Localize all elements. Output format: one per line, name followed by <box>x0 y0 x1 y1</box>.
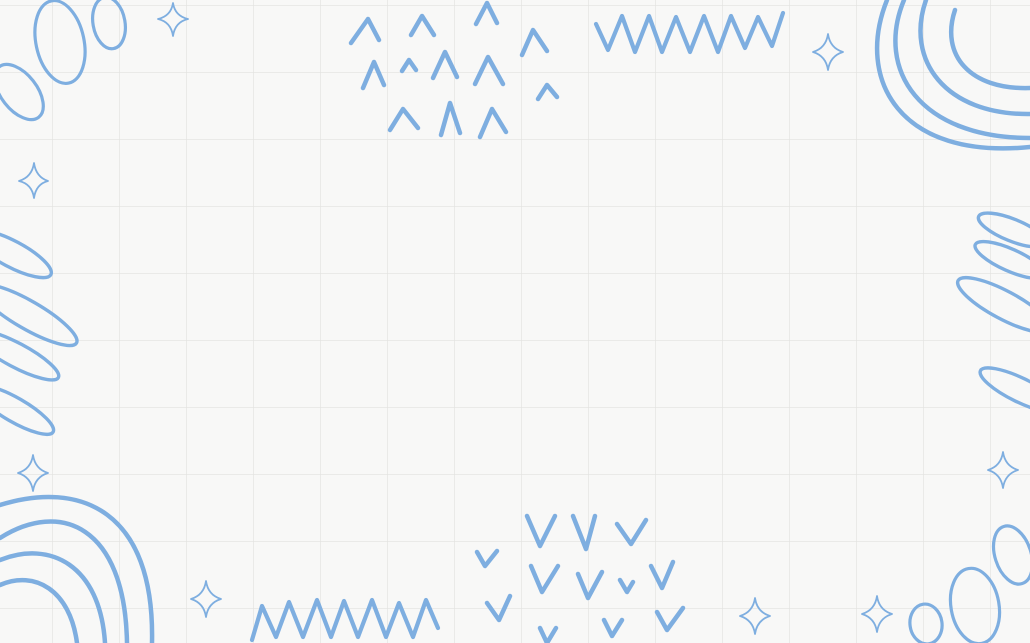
caret-marks-top <box>348 0 560 140</box>
sparkle-icon <box>812 33 844 71</box>
rainbow-arcs-top-right <box>874 0 1030 151</box>
rainbow-arcs-bottom-left <box>0 494 155 643</box>
sparkle-icon <box>157 2 189 37</box>
oval-loops-top-left <box>0 0 127 122</box>
sparkle-icon <box>190 580 222 618</box>
slanted-loops-left <box>0 228 79 437</box>
v-marks-bottom <box>474 513 686 643</box>
sparkle-icon <box>861 595 893 633</box>
sparkle-icon <box>987 451 1019 489</box>
sparkle-icon <box>18 162 49 199</box>
sparkle-icon <box>17 454 49 492</box>
slanted-loops-right <box>955 211 1030 414</box>
oval-loops-bottom-right <box>908 524 1030 643</box>
zigzag-bottom <box>249 597 441 643</box>
sparkle-icon <box>739 597 771 635</box>
zigzag-top <box>593 10 786 55</box>
sparkle-group <box>17 2 1019 635</box>
